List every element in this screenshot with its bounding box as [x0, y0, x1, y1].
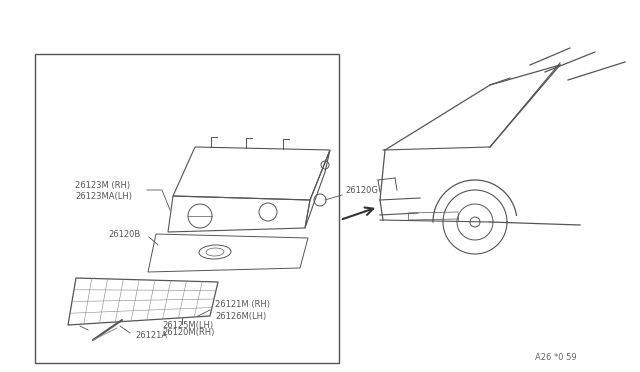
Text: 26120B: 26120B: [108, 230, 140, 238]
Text: A26 *0 59: A26 *0 59: [535, 353, 577, 362]
Bar: [35, 54, 339, 363]
Text: 26123MA(LH): 26123MA(LH): [75, 192, 132, 201]
Text: 26120G: 26120G: [345, 186, 378, 195]
Text: 26125M(LH): 26125M(LH): [162, 321, 213, 330]
Text: 26123M (RH): 26123M (RH): [75, 180, 130, 189]
Text: 26121M (RH): 26121M (RH): [215, 301, 270, 310]
Text: 26121A: 26121A: [135, 330, 167, 340]
Text: 26126M(LH): 26126M(LH): [215, 311, 266, 321]
Text: 26120M(RH): 26120M(RH): [162, 328, 214, 337]
